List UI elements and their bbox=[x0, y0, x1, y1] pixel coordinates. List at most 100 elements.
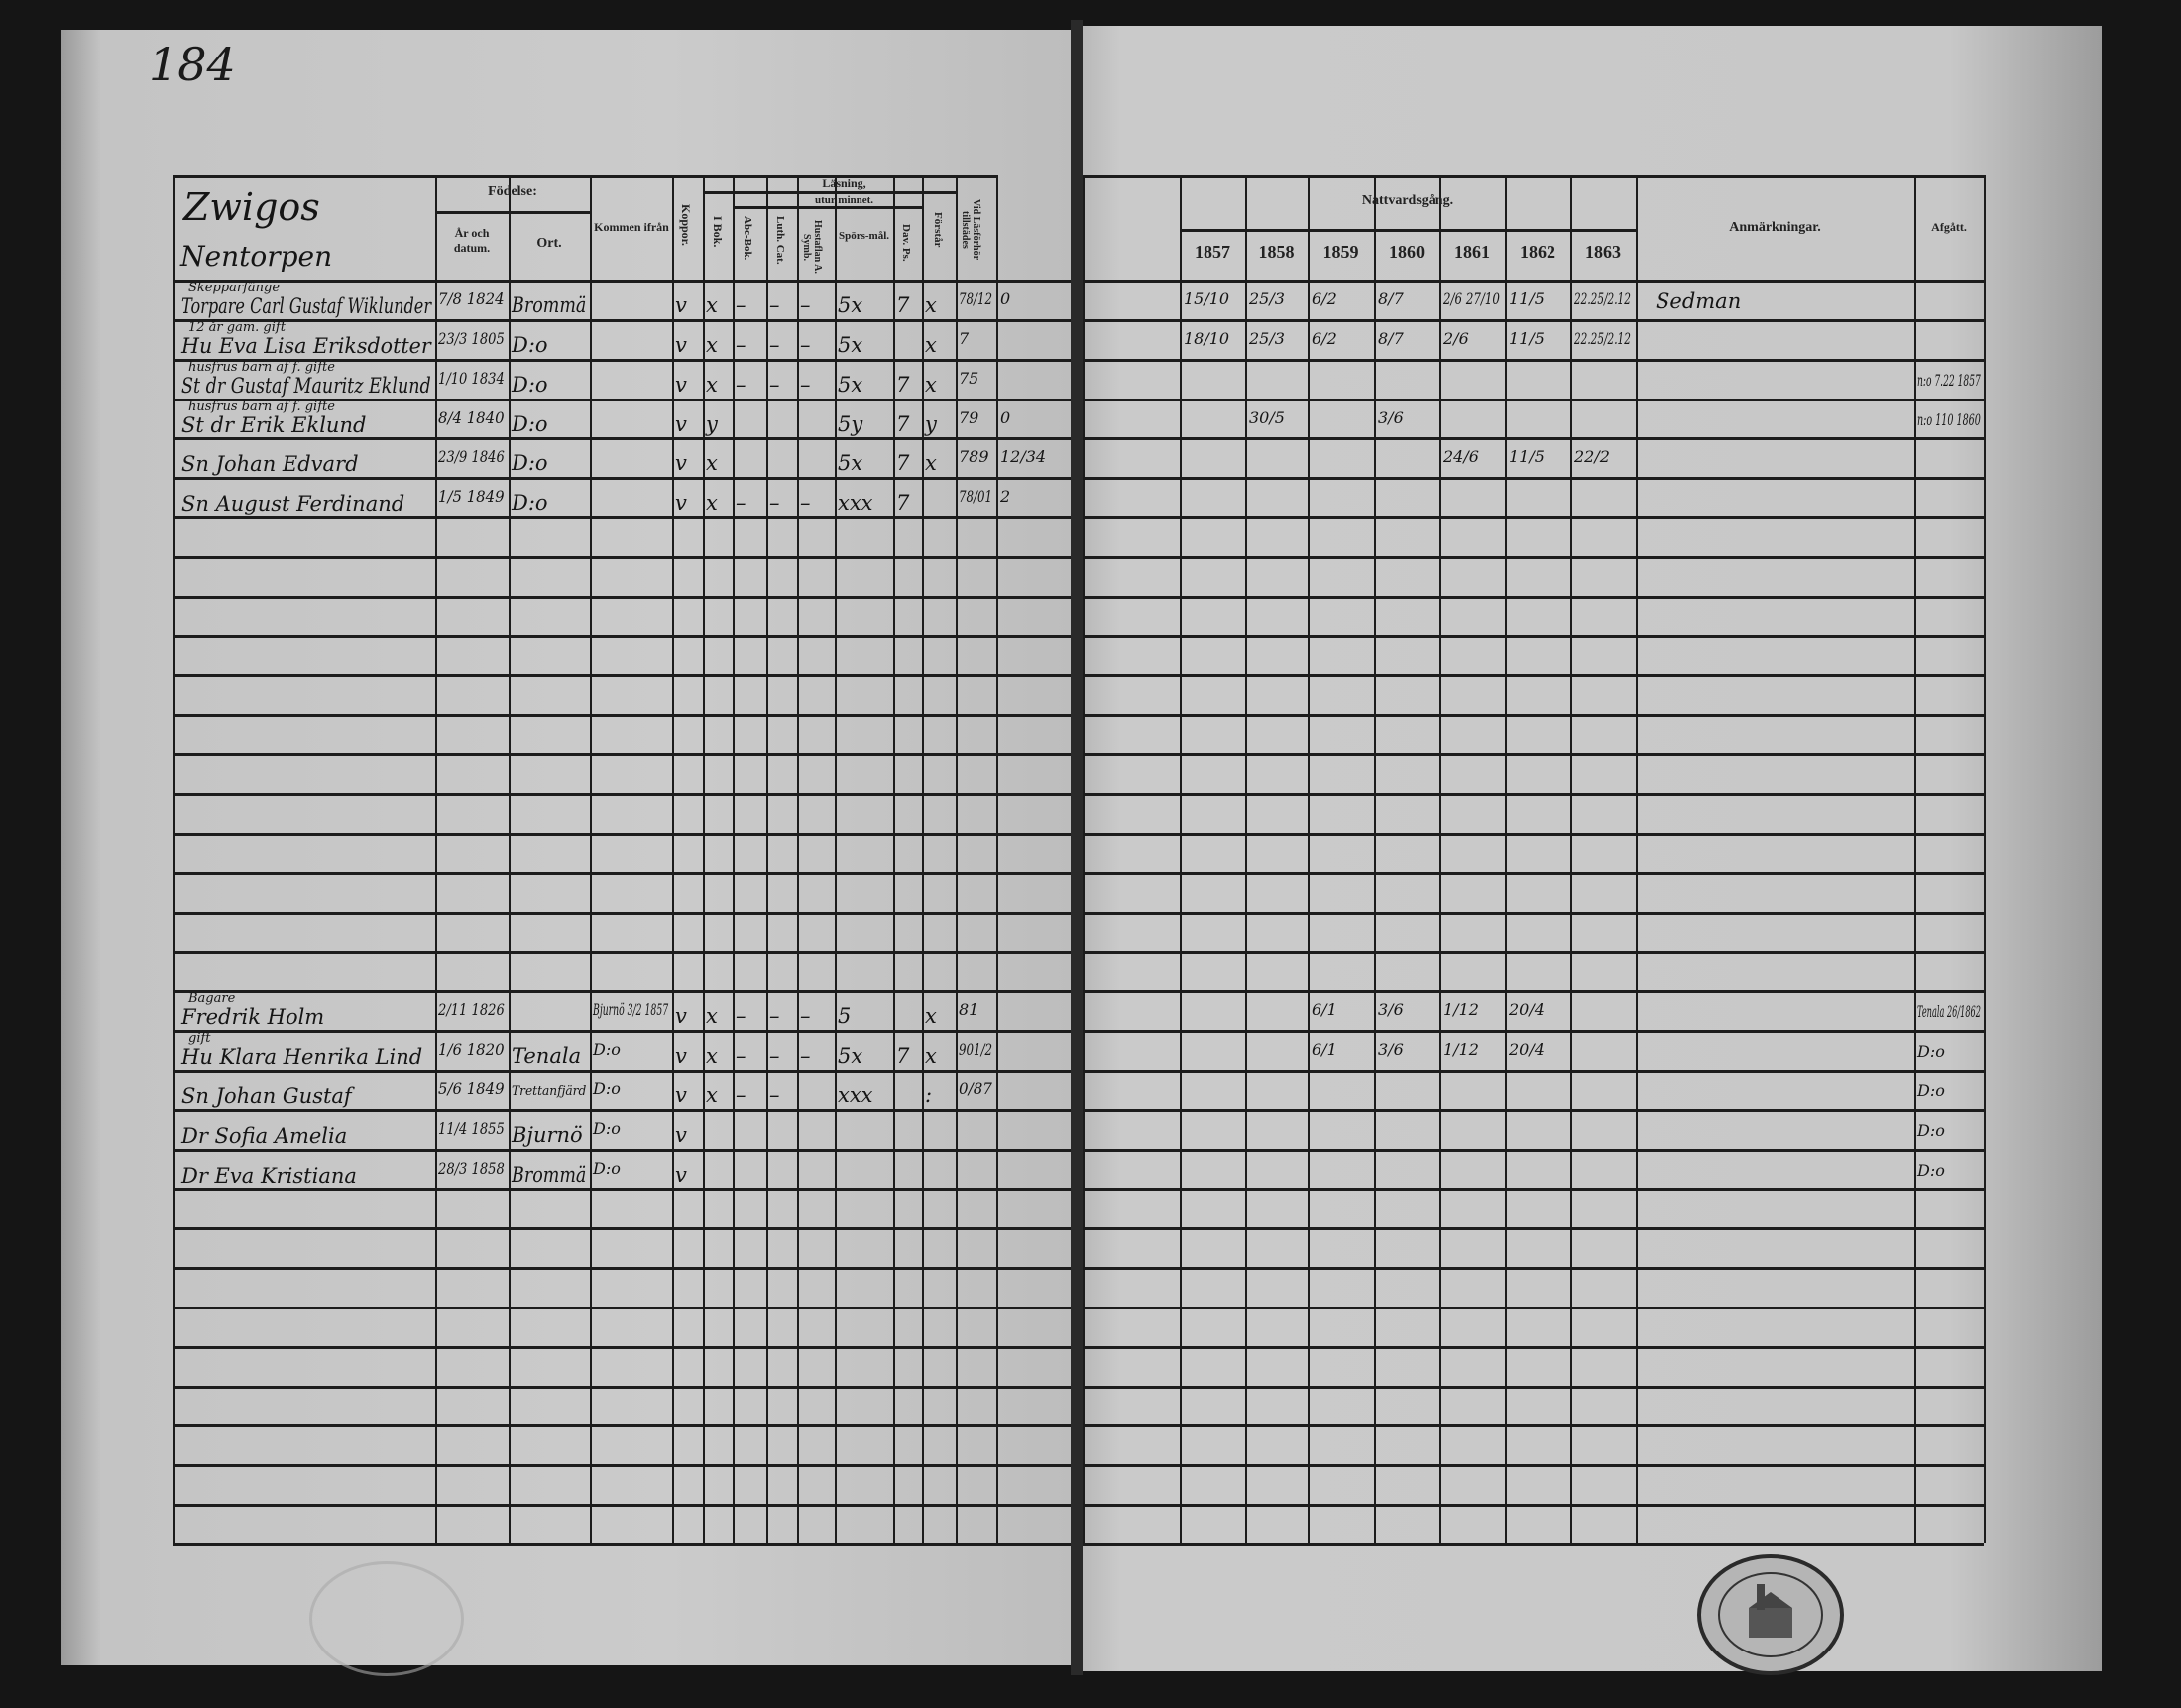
row-rule bbox=[173, 516, 1071, 519]
right-page bbox=[1081, 26, 2102, 1671]
row-rule bbox=[1083, 556, 1984, 559]
entry-note: Skepparfänge bbox=[188, 281, 281, 295]
entry-luth: – bbox=[769, 372, 780, 397]
entry-luth: – bbox=[769, 332, 780, 357]
entry-i-bok: x bbox=[706, 332, 718, 357]
communion-date: 8/7 bbox=[1378, 289, 1404, 308]
entry-margin-note: 0 bbox=[1000, 407, 1011, 427]
row-rule bbox=[1083, 1307, 1984, 1309]
year-header: 1860 bbox=[1389, 242, 1425, 262]
entry-note: husfrus barn af f. gifte bbox=[188, 359, 335, 375]
row-rule bbox=[173, 833, 1071, 836]
entry-date: 11/4 1855 bbox=[438, 1118, 505, 1138]
header-kommen-ifran: Kommen ifrån bbox=[594, 220, 669, 234]
row-rule bbox=[173, 556, 1071, 559]
column-rule bbox=[1914, 175, 1916, 1543]
entry-i-bok: x bbox=[706, 293, 718, 317]
entry-remarks: Sedman bbox=[1656, 289, 1742, 313]
row-rule bbox=[1083, 635, 1984, 638]
entry-vid: 75 bbox=[959, 368, 979, 388]
header-subrule bbox=[703, 191, 956, 194]
entry-place: Bjurnö bbox=[512, 1122, 583, 1147]
entry-departed: D:o bbox=[1917, 1120, 1945, 1140]
entry-dav: 7 bbox=[896, 491, 910, 515]
row-rule bbox=[173, 1149, 1071, 1152]
entry-spors: 5 bbox=[838, 1004, 852, 1029]
entry-i-bok: x bbox=[706, 491, 718, 515]
entry-hust: – bbox=[800, 1004, 811, 1029]
entry-spors: 5x bbox=[838, 372, 863, 397]
entry-koppor: v bbox=[675, 1122, 687, 1147]
entry-note: gift bbox=[188, 1031, 211, 1047]
entry-vid: 79 bbox=[959, 407, 979, 427]
column-rule bbox=[893, 175, 895, 1543]
row-rule bbox=[1083, 319, 1984, 322]
entry-koppor: v bbox=[675, 1004, 687, 1029]
communion-date: 3/6 bbox=[1378, 1040, 1404, 1060]
entry-vid: 81 bbox=[959, 1000, 979, 1020]
row-rule bbox=[1083, 280, 1984, 283]
entry-vid: 7 bbox=[959, 328, 970, 348]
entry-place: Trettanfjärd bbox=[512, 1083, 587, 1099]
row-rule bbox=[173, 1109, 1071, 1112]
row-rule bbox=[173, 1188, 1071, 1191]
communion-date: 6/2 bbox=[1312, 328, 1337, 348]
header-ort: Ort. bbox=[536, 236, 562, 251]
row-rule bbox=[1083, 1030, 1984, 1033]
entry-name: Sn August Ferdinand bbox=[181, 492, 405, 516]
row-rule bbox=[1083, 1346, 1984, 1349]
header-nattvardsgang: Nattvardsgång. bbox=[1361, 193, 1454, 208]
entry-koppor: v bbox=[675, 293, 687, 317]
row-rule bbox=[173, 990, 1071, 993]
header-i-bok: I Bok. bbox=[711, 216, 725, 248]
entry-forstar: : bbox=[925, 1082, 933, 1107]
entry-koppor: v bbox=[675, 1162, 687, 1187]
column-rule bbox=[1083, 175, 1085, 1543]
communion-date: 11/5 bbox=[1509, 447, 1545, 467]
entry-name: Hu Eva Lisa Eriksdotter bbox=[181, 333, 431, 358]
year-header: 1863 bbox=[1585, 242, 1621, 262]
entry-i-bok: x bbox=[706, 451, 718, 476]
year-header: 1861 bbox=[1454, 242, 1490, 262]
row-rule bbox=[1083, 399, 1984, 401]
communion-date: 25/3 bbox=[1249, 289, 1285, 308]
entry-koppor: v bbox=[675, 411, 687, 436]
column-rule bbox=[1505, 175, 1507, 1543]
column-rule bbox=[435, 175, 437, 1543]
row-rule bbox=[1083, 951, 1984, 954]
entry-spors: xxx bbox=[838, 1082, 873, 1107]
row-rule bbox=[173, 359, 1071, 362]
entry-forstar: y bbox=[925, 411, 937, 436]
entry-place: D:o bbox=[512, 491, 548, 515]
column-rule bbox=[1180, 175, 1182, 1543]
row-rule bbox=[173, 714, 1071, 717]
entry-i-bok: x bbox=[706, 372, 718, 397]
entry-luth: – bbox=[769, 1082, 780, 1107]
entry-dav: 7 bbox=[896, 372, 910, 397]
entry-margin-note: 12/34 bbox=[1000, 447, 1047, 467]
entry-abe: – bbox=[736, 1004, 746, 1029]
column-rule bbox=[1308, 175, 1310, 1543]
entry-i-bok: x bbox=[706, 1004, 718, 1029]
entry-from: D:o bbox=[593, 1079, 621, 1098]
communion-date: 30/5 bbox=[1249, 407, 1285, 427]
year-header: 1859 bbox=[1322, 242, 1359, 262]
entry-hust: – bbox=[800, 491, 811, 515]
faint-stamp bbox=[309, 1561, 464, 1676]
entry-i-bok: x bbox=[706, 1044, 718, 1069]
row-rule bbox=[173, 280, 1071, 283]
header-abc-bok: Abc-Bok. bbox=[742, 216, 753, 261]
entry-name: Sn Johan Edvard bbox=[181, 452, 359, 477]
entry-luth: – bbox=[769, 491, 780, 515]
entry-luth: – bbox=[769, 1044, 780, 1069]
header-koppor: Koppor. bbox=[679, 204, 693, 246]
row-rule bbox=[173, 635, 1071, 638]
row-rule bbox=[173, 1030, 1071, 1033]
entry-abe: – bbox=[736, 491, 746, 515]
row-rule bbox=[173, 1346, 1071, 1349]
entry-luth: – bbox=[769, 293, 780, 317]
page-number: 184 bbox=[149, 38, 236, 91]
header-afgatt: Afgått. bbox=[1931, 220, 1967, 234]
header-sporsmal: Spörs-mål. bbox=[838, 230, 890, 242]
left-page bbox=[61, 30, 1073, 1665]
